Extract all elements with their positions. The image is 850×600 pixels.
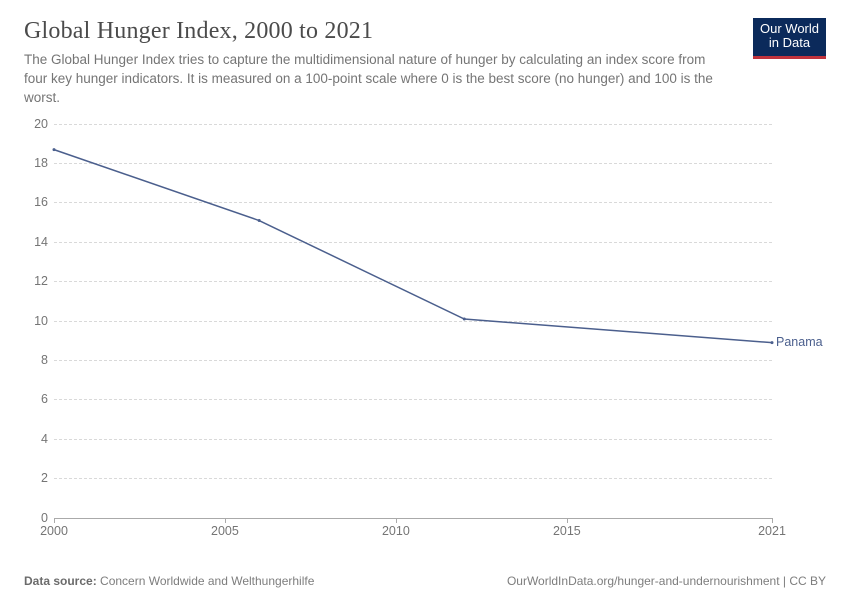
data-source: Data source: Concern Worldwide and Welth… <box>24 574 314 588</box>
data-source-text: Concern Worldwide and Welthungerhilfe <box>100 574 314 588</box>
x-tick-label: 2000 <box>40 518 68 538</box>
data-point <box>463 317 466 320</box>
data-point <box>258 219 261 222</box>
y-tick-label: 8 <box>41 353 54 367</box>
x-tick-label: 2010 <box>382 518 410 538</box>
y-tick-label: 16 <box>34 195 54 209</box>
header: Our World in Data Global Hunger Index, 2… <box>24 18 826 108</box>
chart-title: Global Hunger Index, 2000 to 2021 <box>24 18 826 45</box>
data-source-label: Data source: <box>24 574 97 588</box>
data-point <box>53 148 56 151</box>
series-label: Panama <box>772 335 823 349</box>
logo-line-1: Our World <box>760 21 819 36</box>
y-tick-label: 18 <box>34 156 54 170</box>
chart-subtitle: The Global Hunger Index tries to capture… <box>24 51 724 108</box>
x-axis <box>54 518 772 519</box>
y-tick-label: 10 <box>34 314 54 328</box>
attribution: OurWorldInData.org/hunger-and-undernouri… <box>507 574 826 588</box>
x-tick-label: 2005 <box>211 518 239 538</box>
y-tick-label: 2 <box>41 471 54 485</box>
y-tick-label: 14 <box>34 235 54 249</box>
series-svg <box>54 124 772 518</box>
y-tick-label: 12 <box>34 274 54 288</box>
y-tick-label: 6 <box>41 392 54 406</box>
y-tick-label: 20 <box>34 117 54 131</box>
x-tick-label: 2021 <box>758 518 786 538</box>
footer: Data source: Concern Worldwide and Welth… <box>24 574 826 588</box>
series-line <box>54 149 772 342</box>
owid-logo: Our World in Data <box>753 18 826 59</box>
x-tick-label: 2015 <box>553 518 581 538</box>
plot-area: 0246810121416182020002005201020152021Pan… <box>54 124 772 518</box>
chart-area: 0246810121416182020002005201020152021Pan… <box>24 118 826 548</box>
chart-container: Our World in Data Global Hunger Index, 2… <box>0 0 850 600</box>
y-tick-label: 4 <box>41 432 54 446</box>
logo-line-2: in Data <box>769 35 810 50</box>
